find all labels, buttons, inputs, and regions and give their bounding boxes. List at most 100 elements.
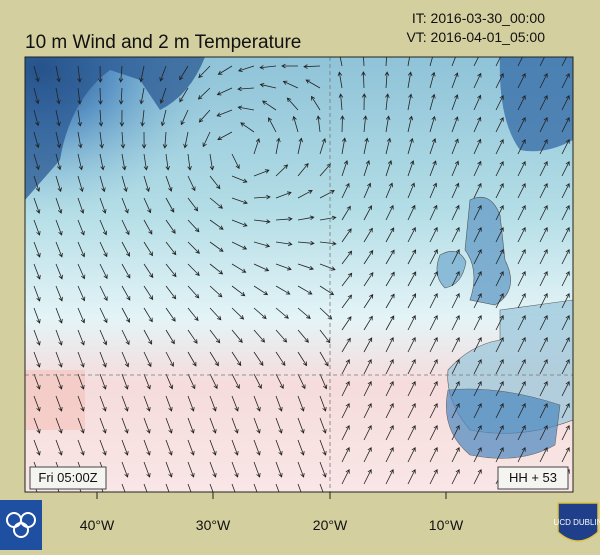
wind-arrow: [165, 373, 174, 390]
wind-arrow: [187, 351, 197, 367]
wind-arrow: [209, 373, 218, 390]
shield: [557, 502, 599, 542]
wind-arrow: [561, 248, 570, 265]
wind-arrow: [209, 197, 223, 209]
x-ticks: [96, 492, 447, 499]
wind-arrow: [209, 417, 217, 434]
wind-arrow: [561, 182, 570, 199]
wind-arrow: [77, 351, 85, 368]
wind-arrow: [143, 307, 153, 323]
wind-arrow: [473, 336, 482, 353]
wind-arrow: [33, 439, 41, 456]
wind-arrow: [217, 131, 233, 141]
wind-arrow: [341, 182, 350, 199]
wind-arrow: [473, 72, 482, 89]
wind-arrow: [341, 316, 352, 331]
wind-arrow: [473, 160, 482, 177]
wind-arrow: [363, 205, 372, 221]
wind-arrow: [55, 131, 62, 149]
wind-arrow: [275, 329, 288, 343]
wind-arrow: [363, 159, 371, 177]
wind-arrow: [253, 373, 262, 389]
wind-arrow: [121, 197, 129, 214]
wind-arrow: [407, 402, 416, 419]
wind-arrow: [165, 175, 173, 192]
wind-arrow: [187, 241, 200, 254]
wind-arrow: [363, 249, 374, 265]
wind-arrow: [451, 160, 459, 177]
wind-arrow: [297, 483, 302, 492]
wind-arrow: [517, 380, 526, 397]
wind-arrow: [98, 65, 103, 83]
wind-arrow: [429, 226, 438, 243]
left-logo: [0, 500, 42, 550]
wind-arrow: [319, 285, 335, 296]
wind-arrow: [495, 336, 504, 353]
wind-arrow: [361, 93, 367, 111]
wind-arrow: [121, 483, 126, 492]
wind-arrow: [231, 461, 239, 478]
wind-arrow: [259, 65, 277, 70]
wind-arrow: [187, 285, 200, 299]
wind-arrow: [561, 292, 570, 309]
wind-arrow: [268, 117, 277, 133]
wind-arrow: [297, 162, 309, 177]
wind-arrow: [165, 395, 173, 412]
wind-arrow: [187, 483, 192, 492]
forecast-hour: HH + 53: [509, 470, 557, 485]
wind-arrow: [539, 204, 548, 221]
wind-arrow: [33, 65, 40, 83]
wind-arrow: [561, 270, 570, 287]
wind-arrow: [231, 351, 242, 367]
wind-arrow: [363, 424, 372, 441]
wind-arrow: [209, 219, 224, 230]
wind-arrow: [539, 292, 548, 309]
wind-arrow: [361, 71, 366, 89]
wind-arrow: [275, 241, 293, 247]
wind-arrow: [297, 395, 305, 412]
wind-arrow: [407, 160, 415, 177]
wind-arrow: [319, 461, 327, 478]
wind-arrow: [77, 219, 85, 236]
wind-arrow: [429, 182, 438, 199]
wind-arrow: [517, 292, 526, 309]
wind-arrow: [385, 293, 395, 309]
wind-arrow: [385, 468, 394, 485]
valid-time: VT: 2016-04-01_05:00: [406, 29, 545, 45]
wind-arrow: [275, 285, 291, 295]
wind-arrow: [517, 402, 526, 419]
wind-arrow: [121, 417, 129, 434]
wind-arrow: [165, 329, 175, 345]
wind-arrow: [561, 116, 570, 133]
wind-arrow: [363, 182, 372, 199]
wind-arrow: [385, 446, 394, 463]
wind-arrow: [495, 270, 504, 287]
wind-arrow: [77, 395, 85, 412]
wind-arrow: [495, 138, 504, 155]
wind-arrow: [55, 373, 63, 390]
wind-arrow: [143, 461, 151, 478]
wind-arrow: [55, 153, 62, 171]
wind-arrow: [33, 395, 41, 412]
wind-arrow: [407, 71, 413, 89]
right-logo: UCD DUBLIN: [554, 502, 600, 542]
wind-arrow: [341, 250, 353, 265]
wind-arrow: [77, 263, 86, 280]
wind-arrow: [451, 248, 460, 265]
wind-arrow: [231, 197, 248, 205]
wind-arrow: [33, 351, 41, 368]
wind-arrow: [253, 285, 269, 296]
wind-arrow: [99, 373, 107, 390]
wind-arrow: [539, 270, 548, 287]
wind-arrow: [517, 57, 523, 67]
wind-arrow: [341, 272, 353, 287]
wind-arrow: [517, 116, 526, 133]
forecast-box: [497, 466, 569, 490]
wind-arrow: [159, 65, 167, 82]
wind-arrow: [121, 307, 130, 323]
wind-arrow: [517, 182, 526, 199]
wind-arrow: [275, 351, 286, 367]
wind-arrow: [121, 373, 129, 390]
wind-arrow: [319, 215, 337, 221]
map-frame: [24, 56, 574, 493]
